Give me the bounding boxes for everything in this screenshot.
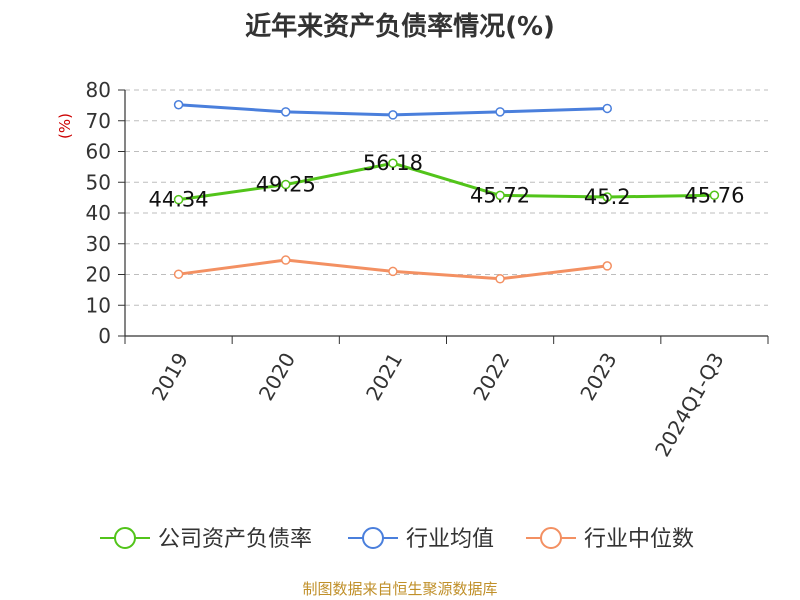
x-tick-label: 2019: [147, 349, 193, 405]
data-point: [281, 179, 291, 190]
legend-entry-label: 公司资产负债率: [158, 527, 312, 552]
data-label: 44.34: [149, 188, 209, 212]
data-point: [173, 269, 184, 279]
source-note: 制图数据来自恒生聚源数据库: [302, 580, 498, 598]
data-point: [495, 107, 505, 117]
legend-swatch-marker: [540, 527, 562, 549]
data-point: [495, 190, 505, 201]
data-point: [388, 110, 398, 120]
data-label: 45.2: [584, 185, 631, 209]
data-point: [602, 103, 612, 114]
y-tick-label: 60: [86, 140, 111, 164]
data-point: [495, 274, 505, 284]
legend: 公司资产负债率 行业均值 行业中位数: [100, 527, 694, 552]
data-point: [281, 107, 291, 117]
data-point: [602, 192, 612, 202]
y-tick-label: 50: [86, 170, 111, 194]
grid-lines: [125, 89, 768, 306]
y-tick-label: 80: [86, 78, 111, 102]
data-point: [173, 194, 184, 205]
x-tick-label: 2022: [468, 349, 514, 405]
data-label: 56.18: [363, 151, 423, 175]
data-label: 49.25: [256, 173, 316, 197]
y-tick-label: 20: [86, 263, 111, 287]
y-tick-label: 0: [98, 324, 111, 348]
y-tick-label: 40: [86, 201, 111, 225]
y-axis-label: (%): [56, 113, 74, 139]
chart-title: 近年来资产负债率情况(%): [245, 12, 555, 42]
data-point: [281, 255, 291, 265]
legend-entry-label: 行业中位数: [584, 527, 694, 552]
y-tick-label: 70: [86, 109, 111, 133]
data-point: [173, 100, 184, 110]
legend-swatch-marker: [114, 527, 136, 549]
data-point: [388, 158, 398, 168]
data-label: 45.72: [470, 183, 530, 207]
data-point: [388, 266, 398, 277]
data-labels: 44.34 49.25 56.18 45.72 45.2 45.76: [149, 151, 745, 211]
x-tick-label: 2021: [361, 349, 407, 405]
y-tick-label: 10: [86, 293, 111, 317]
data-point: [709, 190, 720, 201]
axes: 0 10 20 30 40 50 60 70 80 (%) 2019 2020 2021 2022 2023…: [56, 78, 769, 461]
x-tick-label: 2024Q1-Q3: [650, 349, 729, 461]
data-point: [602, 261, 612, 271]
series-lines: [173, 100, 720, 284]
y-tick-label: 30: [86, 232, 111, 256]
legend-entry-label: 行业均值: [406, 527, 494, 552]
x-tick-label: 2020: [254, 349, 300, 405]
data-label: 45.76: [684, 183, 744, 207]
series-line: [178, 161, 715, 202]
legend-swatch-marker: [362, 527, 384, 549]
x-tick-label: 2023: [575, 349, 621, 405]
